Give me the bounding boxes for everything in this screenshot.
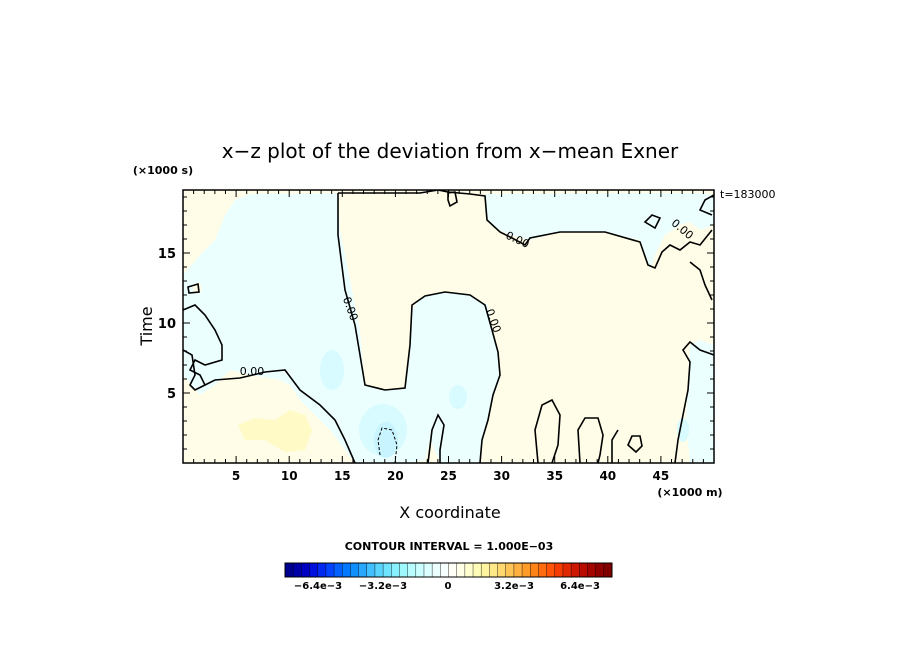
colorbar-cell bbox=[293, 563, 302, 577]
colorbar-cell bbox=[595, 563, 605, 577]
colorbar-cell bbox=[571, 563, 580, 577]
negative-region-main bbox=[183, 193, 500, 463]
colorbar-cell bbox=[309, 563, 319, 577]
colorbar-cell bbox=[325, 563, 335, 577]
negative-blob-1 bbox=[320, 350, 344, 390]
colorbar-cell bbox=[579, 563, 588, 577]
colorbar-label-3: 3.2e−3 bbox=[494, 581, 534, 592]
colorbar-cell bbox=[489, 563, 499, 577]
y-tick-label-10: 10 bbox=[158, 317, 176, 332]
y-axis-label: Time bbox=[137, 306, 156, 346]
x-tick-label-30: 30 bbox=[493, 469, 510, 483]
contour-loop-c1 bbox=[427, 413, 445, 463]
chart-title: x−z plot of the deviation from x−mean Ex… bbox=[222, 139, 679, 163]
colorbar-cell bbox=[423, 563, 433, 577]
x-tick-label-25: 25 bbox=[440, 469, 457, 483]
colorbar-cell bbox=[603, 563, 613, 577]
negative-region-right-edge bbox=[686, 340, 714, 463]
colorbar-cell bbox=[317, 563, 327, 577]
time-label: t=183000 bbox=[720, 188, 776, 201]
colorbar-cell bbox=[358, 563, 368, 577]
colorbar-cell bbox=[546, 563, 556, 577]
contour-loop-c5 bbox=[611, 429, 619, 463]
negative-blob-5 bbox=[677, 418, 689, 442]
contour-loop-c2 bbox=[534, 398, 561, 463]
colorbar-cell bbox=[522, 563, 531, 577]
x-axis-unit: (×1000 m) bbox=[657, 486, 722, 499]
plot-area: 0.00 0.00 0.00 0.00 0.00 bbox=[182, 189, 715, 464]
colorbar-cell bbox=[350, 563, 360, 577]
y-tick-label-5: 5 bbox=[167, 387, 176, 402]
contour-center bbox=[337, 193, 501, 463]
colorbar-cell bbox=[334, 563, 343, 577]
contour-loop-c3 bbox=[577, 417, 604, 463]
colorbar-frame bbox=[284, 562, 613, 578]
colorbar-cell bbox=[473, 563, 482, 577]
colorbar-cell bbox=[399, 563, 409, 577]
contour-right-upper bbox=[689, 194, 714, 301]
colorbar bbox=[285, 563, 613, 577]
colorbar-cell bbox=[342, 563, 351, 577]
colorbar-cell bbox=[301, 563, 311, 577]
colorbar-cell bbox=[464, 563, 474, 577]
colorbar-label-1: −3.2e−3 bbox=[359, 581, 407, 592]
y-tick-labels: 5 10 15 bbox=[158, 247, 176, 402]
colorbar-cell bbox=[497, 563, 507, 577]
shaded-field bbox=[183, 190, 714, 463]
positive-blob-1 bbox=[238, 410, 312, 452]
colorbar-cell bbox=[440, 563, 449, 577]
y-axis-unit: (×1000 s) bbox=[133, 164, 193, 177]
contour-label-1: 0.00 bbox=[240, 365, 265, 378]
colorbar-cell bbox=[587, 563, 597, 577]
colorbar-cell bbox=[562, 563, 572, 577]
colorbar-label-0: −6.4e−3 bbox=[294, 581, 342, 592]
colorbar-cell bbox=[554, 563, 564, 577]
y-tick-label-15: 15 bbox=[158, 247, 176, 262]
x-tick-label-45: 45 bbox=[653, 469, 670, 483]
negative-blob-3 bbox=[374, 422, 398, 458]
x-tick-label-40: 40 bbox=[599, 469, 616, 483]
contour-zero-bottom bbox=[183, 349, 356, 463]
x-tick-labels: 5 10 15 20 25 30 35 40 45 bbox=[232, 469, 669, 483]
colorbar-cell bbox=[530, 563, 539, 577]
x-tick-label-10: 10 bbox=[281, 469, 298, 483]
colorbar-label-2: 0 bbox=[445, 581, 452, 592]
x-axis-label: X coordinate bbox=[399, 503, 500, 522]
colorbar-cell bbox=[374, 563, 384, 577]
colorbar-cell bbox=[513, 563, 523, 577]
colorbar-cell bbox=[448, 563, 458, 577]
tick-marks bbox=[183, 190, 714, 463]
contour-right-lower bbox=[674, 340, 714, 463]
colorbar-cell bbox=[383, 563, 392, 577]
colorbar-cell bbox=[538, 563, 548, 577]
contour-loop-c4 bbox=[627, 435, 643, 454]
colorbar-cell bbox=[456, 563, 466, 577]
contour-interval-text: CONTOUR INTERVAL = 1.000E−03 bbox=[345, 540, 554, 553]
colorbar-label-4: 6.4e−3 bbox=[560, 581, 600, 592]
colorbar-cell bbox=[415, 563, 425, 577]
contour-small-loop-right bbox=[643, 214, 662, 230]
contour-negative-dashed bbox=[377, 427, 398, 463]
x-tick-label-5: 5 bbox=[232, 469, 240, 483]
contour-left-upper bbox=[183, 304, 223, 386]
colorbar-cell bbox=[432, 563, 441, 577]
colorbar-cell bbox=[505, 563, 515, 577]
contour-small-loop-left bbox=[187, 282, 200, 294]
x-tick-label-35: 35 bbox=[546, 469, 563, 483]
colorbar-tick-labels: −6.4e−3 −3.2e−3 0 3.2e−3 6.4e−3 bbox=[294, 581, 600, 592]
colorbar-cell bbox=[481, 563, 490, 577]
x-tick-label-15: 15 bbox=[334, 469, 351, 483]
colorbar-cell bbox=[285, 563, 294, 577]
x-tick-label-20: 20 bbox=[387, 469, 404, 483]
colorbar-cell bbox=[391, 563, 400, 577]
negative-blob-4 bbox=[449, 385, 467, 409]
colorbar-cell bbox=[407, 563, 417, 577]
colorbar-cell bbox=[366, 563, 376, 577]
